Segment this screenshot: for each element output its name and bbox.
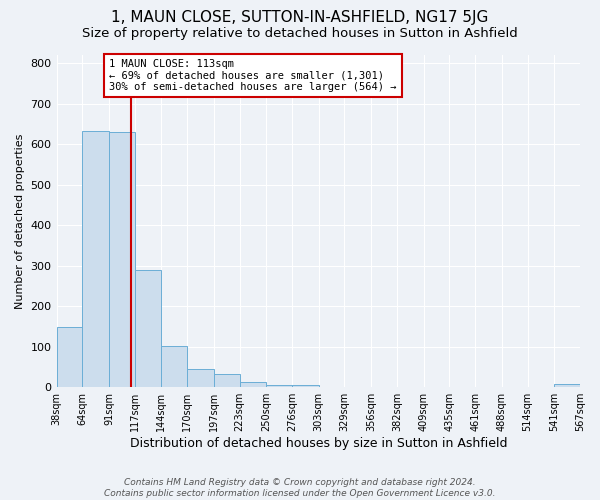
Text: 1, MAUN CLOSE, SUTTON-IN-ASHFIELD, NG17 5JG: 1, MAUN CLOSE, SUTTON-IN-ASHFIELD, NG17 … <box>112 10 488 25</box>
Text: 1 MAUN CLOSE: 113sqm
← 69% of detached houses are smaller (1,301)
30% of semi-de: 1 MAUN CLOSE: 113sqm ← 69% of detached h… <box>109 59 397 92</box>
Text: Contains HM Land Registry data © Crown copyright and database right 2024.
Contai: Contains HM Land Registry data © Crown c… <box>104 478 496 498</box>
Y-axis label: Number of detached properties: Number of detached properties <box>15 134 25 309</box>
Bar <box>266 385 292 387</box>
Bar <box>554 384 580 387</box>
Bar <box>239 382 266 387</box>
Bar <box>187 368 214 387</box>
Bar <box>82 131 109 387</box>
Bar <box>135 270 161 387</box>
Bar <box>214 374 239 387</box>
Bar <box>109 132 135 387</box>
Bar <box>56 327 82 387</box>
Text: Size of property relative to detached houses in Sutton in Ashfield: Size of property relative to detached ho… <box>82 28 518 40</box>
Bar <box>161 346 187 387</box>
X-axis label: Distribution of detached houses by size in Sutton in Ashfield: Distribution of detached houses by size … <box>130 437 507 450</box>
Bar <box>292 385 319 387</box>
